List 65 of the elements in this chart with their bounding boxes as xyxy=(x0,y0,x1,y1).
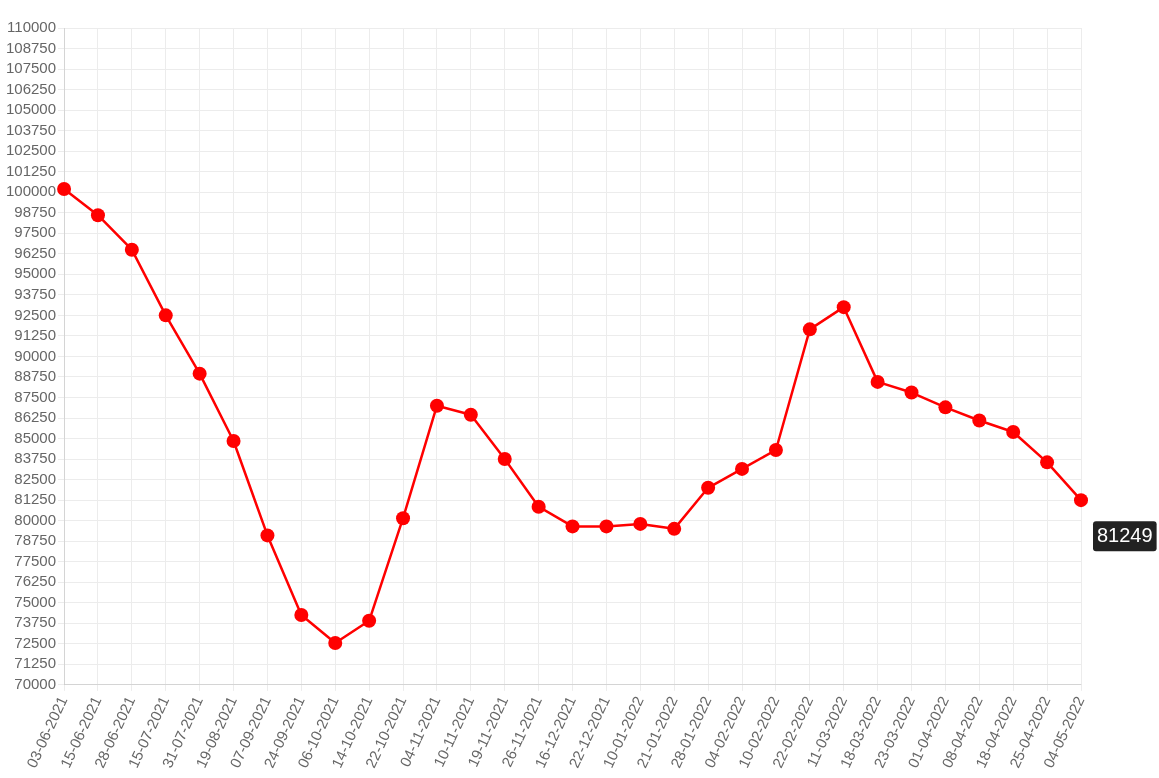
y-tick-label: 102500 xyxy=(5,141,57,159)
y-tick-label: 105000 xyxy=(5,100,57,118)
point xyxy=(463,407,478,422)
point xyxy=(599,519,614,534)
y-tick-label: 71250 xyxy=(14,654,57,672)
point xyxy=(57,181,72,196)
y-tick-label: 95000 xyxy=(14,264,57,282)
y-tick-label: 96250 xyxy=(14,243,57,261)
y-tick-label: 92500 xyxy=(14,305,57,323)
y-tick-label: 85000 xyxy=(14,428,57,446)
point xyxy=(701,480,716,495)
point xyxy=(565,519,580,534)
y-tick-label: 80000 xyxy=(14,510,57,528)
y-tick-label: 101250 xyxy=(5,161,57,179)
point xyxy=(192,366,207,381)
point xyxy=(870,374,885,389)
y-tick-label: 98750 xyxy=(14,202,57,220)
point xyxy=(260,528,275,543)
y-tick-label: 108750 xyxy=(5,38,57,56)
y-tick-label: 87500 xyxy=(14,387,57,405)
y-tick-label: 82500 xyxy=(14,469,57,487)
point xyxy=(90,208,105,223)
point xyxy=(158,308,173,323)
y-tick-label: 110000 xyxy=(7,18,57,36)
y-tick-label: 72500 xyxy=(14,633,57,651)
y-tick-label: 77500 xyxy=(14,551,57,569)
y-tick-label: 76250 xyxy=(14,572,57,590)
point xyxy=(328,635,343,650)
y-tick-label: 103750 xyxy=(5,120,57,138)
point xyxy=(362,613,377,628)
point xyxy=(124,242,139,257)
point xyxy=(429,398,444,413)
y-tick-label: 90000 xyxy=(14,346,57,364)
annotation: 81249 xyxy=(1097,523,1153,546)
point xyxy=(735,461,750,476)
point xyxy=(1074,493,1088,508)
y-tick-label: 88750 xyxy=(14,367,57,385)
y-tick-label: 106250 xyxy=(5,79,57,97)
y-tick-label: 86250 xyxy=(14,408,57,426)
y-tick-label: 91250 xyxy=(14,326,57,344)
point xyxy=(938,400,953,415)
point xyxy=(836,300,851,315)
y-tick-label: 81250 xyxy=(14,490,57,508)
y-tick-label: 93750 xyxy=(14,284,57,302)
point xyxy=(226,434,241,448)
y-tick-label: 107500 xyxy=(5,59,57,77)
point xyxy=(531,499,546,514)
point xyxy=(396,511,411,526)
point xyxy=(294,608,309,623)
y-tick-label: 70000 xyxy=(14,674,57,692)
point xyxy=(904,385,919,400)
point xyxy=(633,516,648,531)
y-tick-label: 100000 xyxy=(5,182,57,200)
y-tick-label: 97500 xyxy=(14,223,57,241)
point xyxy=(768,443,783,458)
point xyxy=(972,413,987,428)
point xyxy=(1006,424,1021,439)
y-tick-label: 73750 xyxy=(14,613,57,631)
y-tick-label: 78750 xyxy=(14,531,57,549)
point xyxy=(802,322,817,337)
y-tick-label: 75000 xyxy=(14,592,57,610)
y-tick-label: 83750 xyxy=(14,449,57,467)
point xyxy=(497,452,512,467)
point xyxy=(667,521,682,536)
point xyxy=(1040,455,1055,470)
